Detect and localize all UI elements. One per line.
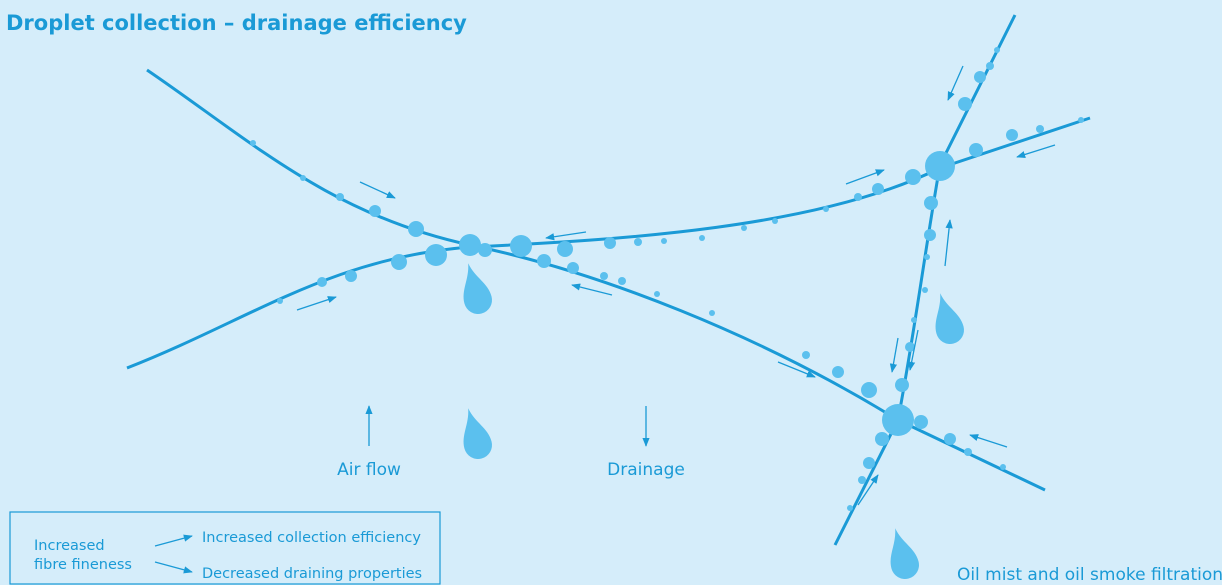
droplet (832, 366, 844, 378)
droplet (882, 404, 914, 436)
droplet (600, 272, 608, 280)
droplet (924, 254, 930, 260)
legend-label: fibre fineness (34, 557, 132, 573)
page: Droplet collection – drainage efficiency… (0, 0, 1222, 585)
droplet (911, 317, 917, 323)
droplet (391, 254, 407, 270)
droplet (858, 476, 866, 484)
droplet (537, 254, 551, 268)
droplet (557, 241, 573, 257)
droplet (872, 183, 884, 195)
droplet (994, 47, 1000, 53)
legend-label: Decreased draining properties (202, 566, 422, 582)
droplet (1078, 117, 1084, 123)
droplet (895, 378, 909, 392)
droplet (914, 415, 928, 429)
droplet (875, 432, 889, 446)
droplet (634, 238, 642, 246)
droplet (459, 234, 481, 256)
droplet (861, 382, 877, 398)
droplet (277, 298, 283, 304)
droplet (345, 270, 357, 282)
droplet (1036, 125, 1044, 133)
legend-label: Increased collection efficiency (202, 530, 421, 546)
air-flow-label: Air flow (337, 460, 401, 480)
droplet (709, 310, 715, 316)
droplet (863, 457, 875, 469)
droplet (300, 175, 306, 181)
droplet (317, 277, 327, 287)
drainage-label: Drainage (607, 460, 685, 480)
droplet (250, 140, 256, 146)
droplet (1006, 129, 1018, 141)
droplet (974, 71, 986, 83)
droplet (661, 238, 667, 244)
droplet (958, 97, 972, 111)
droplet (604, 237, 616, 249)
diagram: Droplet collection – drainage efficiency… (0, 0, 1222, 585)
droplet (369, 205, 381, 217)
droplet (922, 287, 928, 293)
droplet (905, 169, 921, 185)
droplet (772, 218, 778, 224)
title: Droplet collection – drainage efficiency (6, 11, 467, 35)
droplet (964, 448, 972, 456)
droplet (408, 221, 424, 237)
droplet (924, 196, 938, 210)
droplet (802, 351, 810, 359)
droplet (944, 433, 956, 445)
caption: Oil mist and oil smoke filtration (957, 565, 1222, 585)
droplet (478, 243, 492, 257)
droplet (741, 225, 747, 231)
droplet (969, 143, 983, 157)
droplet (336, 193, 344, 201)
droplet (986, 62, 994, 70)
droplet (854, 193, 862, 201)
droplet (823, 206, 829, 212)
droplet (924, 229, 936, 241)
droplet (1000, 464, 1006, 470)
droplet (618, 277, 626, 285)
legend-label: Increased (34, 538, 105, 554)
background (0, 0, 1222, 585)
droplet (654, 291, 660, 297)
droplet (425, 244, 447, 266)
droplet (567, 262, 579, 274)
droplet (925, 151, 955, 181)
droplet (510, 235, 532, 257)
droplet (699, 235, 705, 241)
droplet (847, 505, 853, 511)
